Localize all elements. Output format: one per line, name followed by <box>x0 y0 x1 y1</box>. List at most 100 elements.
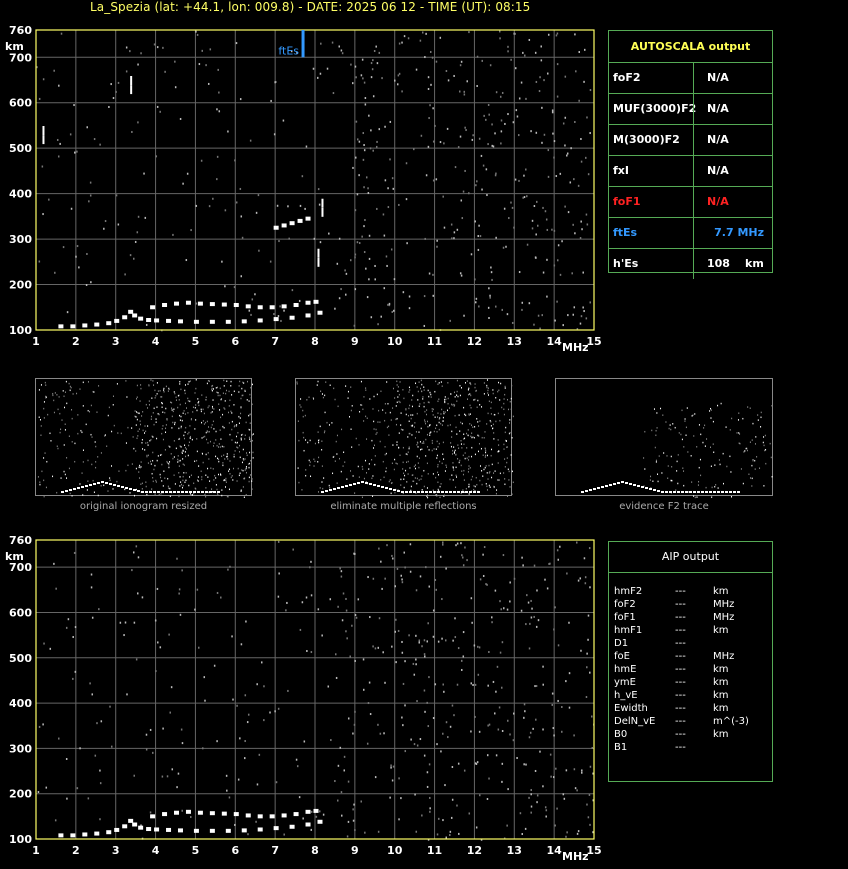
noise-dot <box>582 271 584 274</box>
thumb-dot <box>412 480 414 482</box>
thumb-dot <box>506 461 508 464</box>
thumb-dot <box>377 421 379 423</box>
thumb-dot <box>332 472 334 475</box>
noise-dot <box>541 314 543 317</box>
thumb-dot <box>219 394 221 397</box>
aip-row-b0: B0 --- km <box>609 728 772 741</box>
thumb-dot <box>396 444 398 446</box>
thumb-dot <box>373 395 375 398</box>
thumb-dot <box>171 401 173 404</box>
thumb-dot <box>511 437 513 439</box>
aip-param-name: foE <box>614 651 630 662</box>
noise-dot <box>159 110 161 113</box>
thumb-dot <box>68 435 70 437</box>
noise-dot <box>468 192 470 195</box>
noise-dot <box>196 33 199 36</box>
thumb-dot <box>317 431 319 433</box>
thumb-dot <box>207 467 209 470</box>
aip-param-unit: km <box>713 729 729 740</box>
noise-dot <box>535 256 537 259</box>
noise-dot <box>263 719 265 722</box>
thumb-dot <box>144 432 146 434</box>
noise-dot <box>441 637 443 640</box>
thumb-dot <box>418 479 420 481</box>
thumb-dot <box>399 401 401 404</box>
noise-dot <box>462 556 464 559</box>
noise-dot <box>338 297 341 300</box>
noise-dot <box>329 598 332 601</box>
thumb-dot <box>482 454 484 456</box>
thumb-dot <box>764 434 766 437</box>
thumb-dot <box>168 387 170 390</box>
noise-dot <box>382 213 385 216</box>
thumb-dot <box>136 411 138 413</box>
noise-dot <box>581 769 583 772</box>
thumb-dot <box>237 447 239 449</box>
noise-dot <box>495 172 497 175</box>
thumb-dot <box>205 474 207 477</box>
noise-dot <box>115 194 118 197</box>
thumbnail-caption-original: original ionogram resized <box>79 501 208 512</box>
noise-dot <box>497 728 500 731</box>
thumb-dot <box>717 404 719 407</box>
thumb-dot <box>445 398 447 401</box>
thumb-dot <box>161 432 163 435</box>
noise-dot <box>260 661 263 664</box>
noise-dot <box>358 242 361 245</box>
noise-dot <box>409 570 412 573</box>
noise-dot <box>576 328 579 331</box>
data-point <box>209 828 215 833</box>
noise-dot <box>291 289 294 292</box>
noise-dot <box>410 738 412 741</box>
noise-dot <box>405 162 408 165</box>
noise-dot <box>132 551 135 554</box>
thumb-dot <box>248 414 250 417</box>
data-point <box>42 126 45 135</box>
thumb-trace <box>589 489 592 491</box>
data-point <box>166 827 172 832</box>
y-tick-label: 760 <box>9 534 32 547</box>
thumb-dot <box>499 399 501 401</box>
thumb-dot <box>487 412 489 415</box>
thumb-dot <box>467 434 469 437</box>
aip-param-name: h_vE <box>614 690 638 701</box>
noise-dot <box>354 253 357 256</box>
noise-dot <box>275 781 278 784</box>
noise-dot <box>481 59 483 62</box>
noise-dot <box>226 789 228 792</box>
noise-dot <box>412 662 415 665</box>
thumb-dot <box>417 446 419 448</box>
thumb-dot <box>166 419 168 421</box>
aip-param-unit: km <box>713 690 729 701</box>
thumb-dot <box>423 389 425 391</box>
thumb-dot <box>472 426 474 428</box>
thumb-trace <box>369 483 372 485</box>
noise-dot <box>384 125 386 128</box>
noise-dot <box>533 205 536 208</box>
noise-dot <box>135 658 138 661</box>
noise-dot <box>557 244 560 247</box>
thumb-trace <box>645 487 648 489</box>
plot-frame <box>35 539 595 840</box>
autoscala-row-muf: MUF(3000)F2 N/A <box>609 94 772 125</box>
noise-dot <box>246 721 249 724</box>
thumb-dot <box>452 467 454 469</box>
autoscala-value: 7.7 MHz <box>714 226 764 239</box>
thumb-dot <box>657 480 659 483</box>
noise-dot <box>263 685 265 688</box>
noise-dot <box>499 30 501 33</box>
noise-dot <box>551 111 554 114</box>
thumb-dot <box>508 479 510 481</box>
thumb-dot <box>456 379 458 382</box>
thumb-dot <box>100 452 102 454</box>
noise-dot <box>310 594 313 597</box>
thumb-dot <box>296 383 298 385</box>
data-point <box>154 318 160 323</box>
aip-param-name: hmE <box>614 664 637 675</box>
noise-dot <box>530 616 533 619</box>
thumb-dot <box>751 485 753 487</box>
noise-dot <box>508 217 510 220</box>
thumb-dot <box>405 469 407 472</box>
thumb-dot <box>431 408 433 410</box>
noise-dot <box>549 753 552 756</box>
